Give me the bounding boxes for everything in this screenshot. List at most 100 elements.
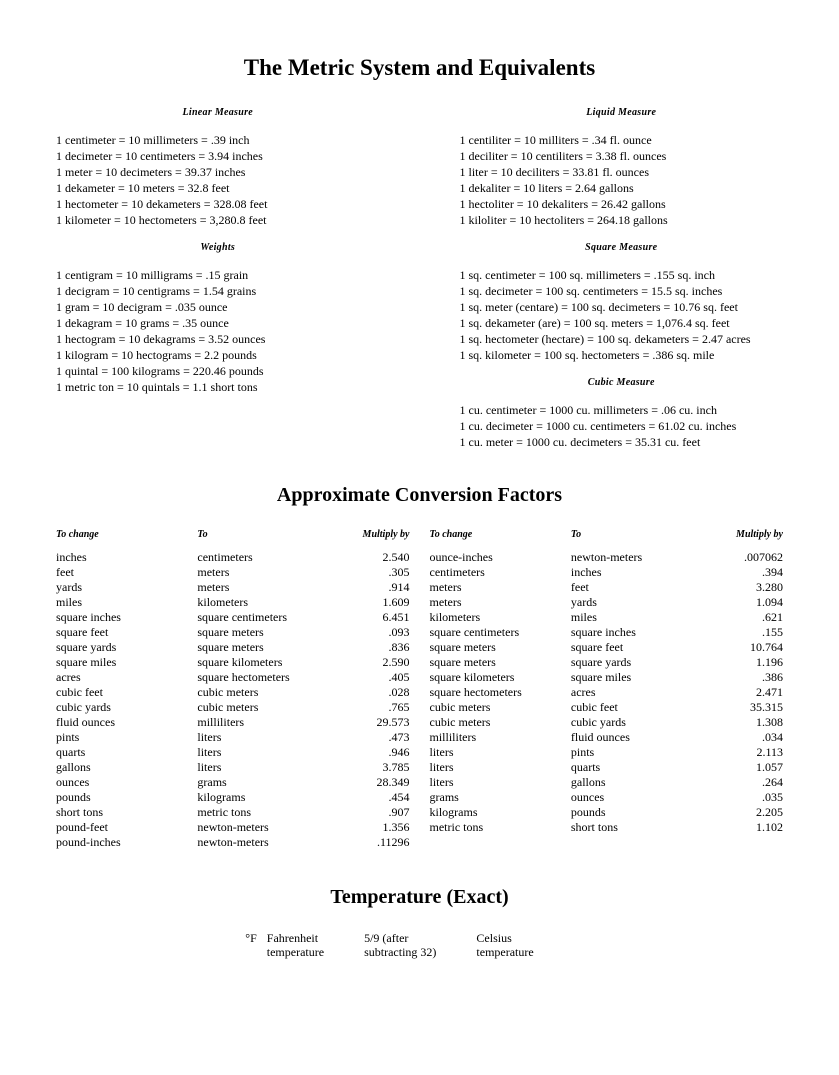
to-cell: miles [571,610,712,625]
from-cell: meters [430,580,571,595]
to-cell: newton-meters [197,835,338,850]
from-cell: liters [430,760,571,775]
square-measure-lines: 1 sq. centimeter = 100 sq. millimeters =… [460,267,784,363]
multiply-cell: .946 [339,745,410,760]
table-row: millilitersfluid ounces.034 [430,730,784,745]
from-cell: fluid ounces [56,715,197,730]
from-cell: meters [430,595,571,610]
equivalence-line: 1 decigram = 10 centigrams = 1.54 grains [56,283,380,299]
equivalence-line: 1 quintal = 100 kilograms = 220.46 pound… [56,363,380,379]
table-row: litersgallons.264 [430,775,784,790]
multiply-cell: .007062 [712,550,783,565]
equivalence-line: 1 cu. decimeter = 1000 cu. centimeters =… [460,418,784,434]
equivalence-line: 1 sq. meter (centare) = 100 sq. decimete… [460,299,784,315]
to-cell: square meters [197,625,338,640]
to-cell: cubic feet [571,700,712,715]
conversion-table-right: To change To Multiply by ounce-inchesnew… [430,529,784,835]
multiply-cell: .394 [712,565,783,580]
table-row: ouncesgrams28.349 [56,775,410,790]
multiply-cell: 28.349 [339,775,410,790]
to-cell: grams [197,775,338,790]
multiply-cell: .914 [339,580,410,595]
to-cell: fluid ounces [571,730,712,745]
table-row: kilometersmiles.621 [430,610,784,625]
from-cell: pounds [56,790,197,805]
linear-measure-heading: Linear Measure [56,107,380,118]
from-cell: feet [56,565,197,580]
multiply-cell: .454 [339,790,410,805]
weights-lines: 1 centigram = 10 milligrams = .15 grain1… [56,267,380,395]
from-cell: kilometers [430,610,571,625]
from-cell: acres [56,670,197,685]
multiply-cell: 1.102 [712,820,783,835]
table-row: literspints2.113 [430,745,784,760]
table-row: pound-inchesnewton-meters.11296 [56,835,410,850]
from-cell: cubic yards [56,700,197,715]
table-row: square feetsquare meters.093 [56,625,410,640]
to-cell: square miles [571,670,712,685]
to-cell: square kilometers [197,655,338,670]
from-cell: pound-feet [56,820,197,835]
multiply-cell: .11296 [339,835,410,850]
multiply-cell: 1.057 [712,760,783,775]
multiply-cell: .765 [339,700,410,715]
multiply-cell: 3.785 [339,760,410,775]
from-cell: liters [430,775,571,790]
from-cell: inches [56,550,197,565]
linear-measure-lines: 1 centimeter = 10 millimeters = .39 inch… [56,132,380,228]
equivalence-line: 1 sq. centimeter = 100 sq. millimeters =… [460,267,784,283]
to-cell: newton-meters [571,550,712,565]
table-row: inchescentimeters2.540 [56,550,410,565]
multiply-cell: .035 [712,790,783,805]
from-cell: square meters [430,640,571,655]
table-row: cubic meterscubic feet35.315 [430,700,784,715]
from-cell: ounce-inches [430,550,571,565]
right-column: Liquid Measure 1 centiliter = 10 millite… [460,107,784,450]
table-row: yardsmeters.914 [56,580,410,595]
table-row: centimetersinches.394 [430,565,784,580]
left-column: Linear Measure 1 centimeter = 10 millime… [56,107,380,450]
page-title: The Metric System and Equivalents [56,55,783,81]
multiply-cell: .034 [712,730,783,745]
to-cell: centimeters [197,550,338,565]
conversion-left-rows: inchescentimeters2.540feetmeters.305yard… [56,550,410,850]
from-cell: ounces [56,775,197,790]
table-row: metersfeet3.280 [430,580,784,595]
to-cell: acres [571,685,712,700]
multiply-cell: .264 [712,775,783,790]
multiply-cell: 1.609 [339,595,410,610]
table-row: cubic yardscubic meters.765 [56,700,410,715]
equivalence-line: 1 centiliter = 10 milliters = .34 fl. ou… [460,132,784,148]
multiply-cell: .836 [339,640,410,655]
multiply-cell: .621 [712,610,783,625]
table-row: feetmeters.305 [56,565,410,580]
from-cell: miles [56,595,197,610]
col-header-to: To [571,529,712,550]
to-cell: inches [571,565,712,580]
liquid-measure-lines: 1 centiliter = 10 milliters = .34 fl. ou… [460,132,784,228]
to-cell: meters [197,565,338,580]
conversion-left-column: To change To Multiply by inchescentimete… [56,529,410,850]
to-cell: quarts [571,760,712,775]
multiply-cell: .473 [339,730,410,745]
equivalence-line: 1 sq. kilometer = 100 sq. hectometers = … [460,347,784,363]
cubic-measure-lines: 1 cu. centimeter = 1000 cu. millimeters … [460,402,784,450]
table-row: quartsliters.946 [56,745,410,760]
table-row: litersquarts1.057 [430,760,784,775]
table-row: metersyards1.094 [430,595,784,610]
from-cell: cubic meters [430,700,571,715]
to-cell: cubic meters [197,685,338,700]
fahrenheit-label: Fahrenheittemperature [267,931,324,959]
conversion-right-rows: ounce-inchesnewton-meters.007062centimet… [430,550,784,835]
from-cell: square kilometers [430,670,571,685]
table-row: metric tonsshort tons1.102 [430,820,784,835]
table-row: square milessquare kilometers2.590 [56,655,410,670]
from-cell: cubic feet [56,685,197,700]
table-row: poundskilograms.454 [56,790,410,805]
to-cell: pounds [571,805,712,820]
from-cell: square meters [430,655,571,670]
equivalents-columns: Linear Measure 1 centimeter = 10 millime… [56,107,783,450]
equivalence-line: 1 cu. meter = 1000 cu. decimeters = 35.3… [460,434,784,450]
equivalence-line: 1 metric ton = 10 quintals = 1.1 short t… [56,379,380,395]
from-cell: milliliters [430,730,571,745]
